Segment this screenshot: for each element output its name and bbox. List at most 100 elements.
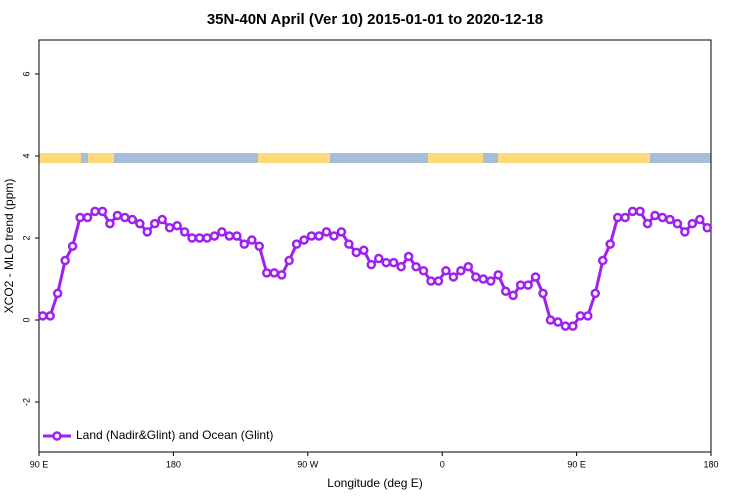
- data-point: [388, 257, 399, 268]
- x-tick-label: 90 E: [30, 459, 49, 469]
- data-point: [164, 223, 175, 233]
- data-point: [172, 220, 182, 231]
- map-strip: [39, 153, 711, 163]
- data-point: [471, 272, 481, 282]
- legend-marker: [52, 431, 62, 441]
- data-point: [590, 288, 601, 299]
- data-point: [642, 218, 653, 229]
- data-point: [45, 311, 55, 321]
- data-point: [635, 206, 645, 217]
- data-point: [418, 266, 429, 276]
- data-point: [336, 227, 347, 237]
- data-point: [523, 280, 533, 290]
- data-point: [284, 255, 294, 266]
- data-point: [373, 253, 384, 264]
- data-point: [500, 286, 511, 297]
- data-point: [261, 268, 272, 278]
- data-point: [329, 231, 339, 241]
- data-point: [597, 255, 608, 266]
- data-point: [463, 261, 474, 272]
- data-point: [448, 272, 459, 282]
- data-point: [583, 311, 593, 321]
- data-point: [120, 212, 130, 223]
- x-tick-label: 90 E: [567, 459, 586, 469]
- data-point: [232, 231, 242, 241]
- plot-frame: [38, 39, 712, 453]
- data-point: [530, 272, 541, 282]
- data-point: [545, 315, 556, 325]
- data-point: [239, 239, 250, 249]
- data-point: [127, 214, 138, 225]
- data-point: [553, 317, 563, 327]
- y-tick-label: 0: [21, 317, 31, 322]
- legend-label: Land (Nadir&Glint) and Ocean (Glint): [76, 428, 273, 442]
- data-point: [687, 218, 698, 229]
- data-point: [224, 231, 235, 241]
- data-point: [366, 259, 377, 270]
- y-axis-label: XCO2 - MLO trend (ppm): [2, 179, 16, 314]
- data-point: [396, 261, 406, 272]
- x-tick-label: 180: [703, 459, 718, 469]
- data-point: [90, 206, 100, 217]
- data-point: [620, 212, 630, 223]
- data-point: [75, 212, 85, 223]
- data-point: [149, 218, 160, 229]
- data-point: [157, 214, 167, 225]
- data-point: [605, 239, 615, 249]
- data-point: [627, 206, 638, 217]
- data-point: [194, 233, 205, 243]
- data-point: [67, 241, 78, 251]
- x-axis-label: Longitude (deg E): [327, 476, 422, 490]
- data-point: [485, 276, 496, 286]
- data-point: [187, 233, 197, 243]
- data-point: [515, 280, 526, 290]
- data-point: [433, 276, 444, 286]
- data-point: [575, 311, 586, 321]
- data-point: [695, 214, 705, 225]
- data-point: [247, 235, 257, 245]
- data-point: [60, 255, 70, 266]
- data-point: [202, 233, 212, 243]
- data-point: [493, 270, 503, 280]
- data-point: [657, 212, 668, 223]
- y-tick-label: -2: [21, 398, 31, 406]
- data-point: [299, 235, 309, 245]
- data-point: [568, 321, 578, 331]
- data-point: [665, 214, 675, 225]
- chart-title: 35N-40N April (Ver 10) 2015-01-01 to 202…: [207, 11, 543, 28]
- data-point: [276, 270, 287, 280]
- data-point: [306, 231, 317, 241]
- data-point: [538, 288, 548, 299]
- data-point: [672, 218, 683, 229]
- data-point: [97, 206, 108, 217]
- data-point: [52, 288, 63, 299]
- data-point: [702, 223, 713, 233]
- y-tick-label: 2: [21, 235, 31, 240]
- data-point: [209, 231, 220, 241]
- data-point: [411, 261, 421, 272]
- data-point: [135, 218, 145, 229]
- data-point: [105, 218, 115, 229]
- data-point: [650, 210, 660, 221]
- data-point: [254, 241, 265, 251]
- data-line: [42, 209, 709, 328]
- data-point: [269, 268, 279, 278]
- data-point: [82, 212, 93, 223]
- data-point: [381, 257, 391, 268]
- data-point: [441, 266, 451, 276]
- x-tick-label: 0: [440, 459, 445, 469]
- data-point: [612, 212, 623, 223]
- data-point: [344, 239, 354, 249]
- data-point: [508, 290, 518, 301]
- y-tick-label: 6: [21, 72, 31, 77]
- data-point: [478, 274, 489, 284]
- data-point: [680, 227, 690, 237]
- data-point: [560, 321, 571, 331]
- y-tick-label: 4: [21, 154, 31, 159]
- data-point: [359, 245, 369, 256]
- data-point: [456, 266, 466, 276]
- data-point: [314, 231, 324, 241]
- x-tick-label: 180: [166, 459, 181, 469]
- data-point: [403, 251, 414, 262]
